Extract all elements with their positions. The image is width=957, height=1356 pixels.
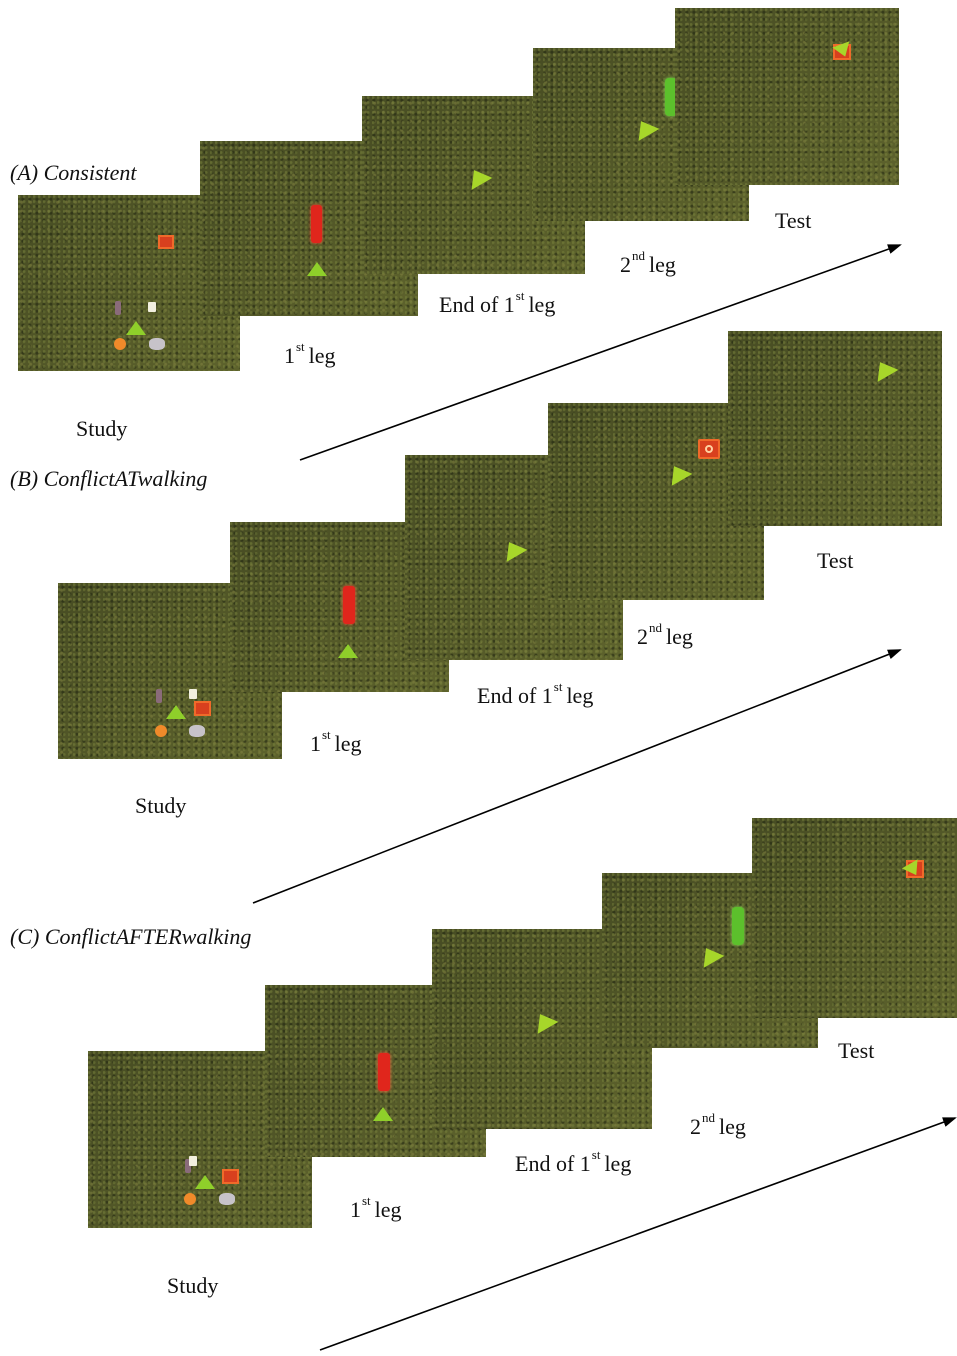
test-panel: [675, 8, 899, 185]
avatar-arrow: [307, 262, 327, 276]
landmark-cube: [189, 689, 197, 699]
landmark-sphere: [184, 1193, 196, 1205]
red-marker: [311, 205, 322, 243]
landmark-rock: [189, 725, 205, 737]
section-b-title: (B) ConflictATwalking: [10, 466, 208, 491]
landmark-sphere: [114, 338, 126, 350]
red-marker: [378, 1053, 390, 1091]
red-marker: [343, 586, 355, 624]
study-label: Study: [76, 416, 128, 441]
avatar-arrow: [126, 321, 146, 335]
leg1-label: 1st leg: [284, 338, 336, 368]
test-panel: [752, 818, 957, 1018]
target-square: [222, 1169, 239, 1184]
study-label: Study: [135, 793, 187, 818]
landmark-post: [115, 301, 121, 315]
target-square: [194, 701, 211, 716]
arrow-a: [299, 244, 902, 461]
leg1-label: 1st leg: [350, 1192, 402, 1222]
end-leg1-label: End of 1st leg: [439, 287, 556, 317]
landmark-sphere: [155, 725, 167, 737]
landmark-cube: [148, 302, 156, 312]
target-square: [158, 235, 174, 249]
green-marker: [665, 78, 677, 116]
leg2-label: 2nd leg: [690, 1109, 746, 1139]
target-square: [906, 860, 924, 878]
study-label: Study: [167, 1273, 219, 1298]
section-c-title: (C) ConflictAFTERwalking: [10, 924, 252, 949]
target-ring: [705, 445, 713, 453]
leg2-label: 2nd leg: [620, 247, 676, 277]
avatar-arrow: [338, 644, 358, 658]
target-square: [833, 44, 851, 60]
avatar-arrow: [373, 1107, 393, 1121]
end-leg1-label: End of 1st leg: [477, 678, 594, 708]
test-panel: [728, 331, 942, 526]
test-label: Test: [775, 208, 812, 233]
end-leg1-label: End of 1st leg: [515, 1146, 632, 1176]
landmark-rock: [219, 1193, 235, 1205]
end-leg1-panel: [362, 96, 585, 274]
landmark-post: [156, 689, 162, 703]
section-a-title: (A) Consistent: [10, 160, 137, 185]
green-marker: [732, 907, 744, 945]
avatar-arrow: [195, 1175, 215, 1189]
leg1-label: 1st leg: [310, 726, 362, 756]
test-label: Test: [838, 1038, 875, 1063]
leg2-label: 2nd leg: [637, 619, 693, 649]
avatar-arrow: [166, 705, 186, 719]
test-label: Test: [817, 548, 854, 573]
arrow-c: [319, 1117, 957, 1351]
landmark-post: [185, 1159, 191, 1173]
arrow-b: [252, 649, 902, 904]
landmark-rock: [149, 338, 165, 350]
landmark-cube: [189, 1156, 197, 1166]
